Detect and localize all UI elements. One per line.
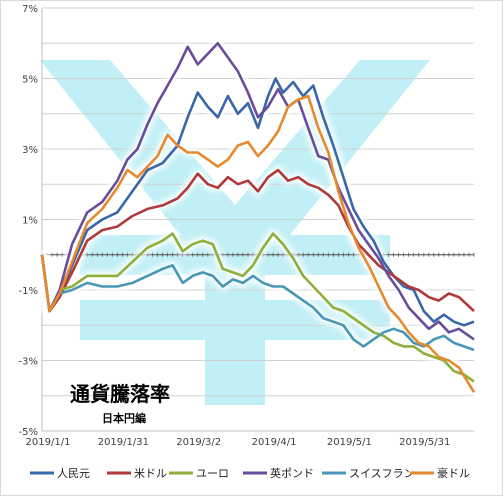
y-tick-label: 1% [22, 216, 38, 227]
legend-label: 豪ドル [437, 466, 470, 480]
x-tick-label: 2019/5/31 [399, 437, 450, 448]
series-line [40, 77, 475, 327]
legend-label: 米ドル [134, 467, 167, 480]
legend-label: 英ポンド [270, 466, 314, 480]
y-tick-label: 7% [22, 4, 38, 15]
legend-label: ユーロ [196, 467, 229, 480]
series-line [40, 94, 476, 393]
chart-title-block: 通貨騰落率 日本円編 [70, 382, 170, 425]
y-tick-label: 3% [22, 145, 38, 156]
legend-label: 人民元 [57, 467, 90, 480]
x-tick-label: 2019/1/1 [26, 437, 71, 448]
series-line [40, 41, 475, 341]
x-tick-label: 2019/3/2 [176, 437, 221, 448]
y-tick-label: -1% [19, 286, 38, 297]
x-tick-label: 2019/4/1 [252, 437, 297, 448]
x-tick-label: 2019/1/31 [98, 437, 149, 448]
chart-subtitle: 日本円編 [102, 411, 146, 425]
y-tick-label: -5% [19, 427, 38, 438]
chart-title: 通貨騰落率 [70, 382, 170, 406]
series-layer [37, 38, 478, 395]
axes [41, 8, 475, 432]
series-line [40, 232, 475, 383]
x-tick-label: 2019/5/1 [327, 437, 372, 448]
legend-label: スイスフラン [349, 467, 415, 480]
series-line [40, 254, 475, 352]
y-tick-label: 5% [22, 75, 38, 86]
tick-labels: 7% 5% 3% 1% -1% -3% -5%2019/1/1 2019/1/31 2019/3… [19, 4, 451, 448]
y-tick-label: -3% [19, 357, 38, 368]
series-line [40, 168, 475, 313]
legend: 人民元 米ドル ユーロ 英ポンド スイスフラン 豪ドル [30, 466, 470, 480]
